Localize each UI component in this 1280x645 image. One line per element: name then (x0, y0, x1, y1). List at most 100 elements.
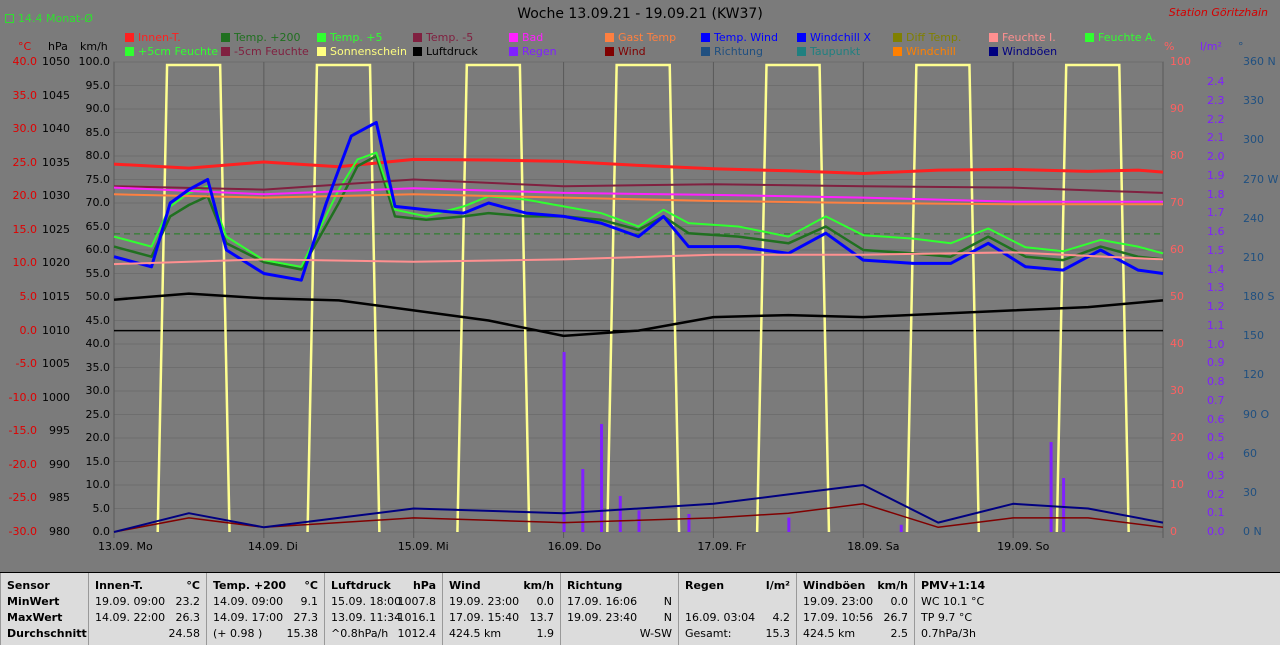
station-name: Station Göritzhain (1168, 6, 1268, 19)
humidity-tick: 40 (1170, 337, 1184, 350)
rain-tick: 0.4 (1207, 450, 1225, 463)
direction-tick: 30 (1243, 485, 1257, 499)
rain-tick: 0.7 (1207, 393, 1225, 407)
stats-header: Innen-T. °C (89, 579, 206, 595)
legend-item: Feuchte A. (1085, 31, 1156, 44)
legend-item: Temp. Wind (701, 31, 778, 44)
stats-header-unit: hPa (412, 579, 436, 592)
month-average-label: 14.4 Monat-Ø (18, 12, 93, 25)
day-label: 18.09. Sa (847, 540, 900, 553)
stats-row: 24.58 (89, 627, 206, 643)
rain-tick: 0.0 (1207, 525, 1225, 538)
rain-tick: 1.8 (1207, 187, 1225, 201)
stats-header-name: Regen (685, 579, 725, 592)
stats-cell-value: N (663, 611, 672, 624)
wind-tick: 0.0 (92, 525, 111, 538)
legend-item: Gast Temp (605, 31, 676, 44)
wind-tick: 35.0 (85, 360, 111, 374)
rain-bar (899, 524, 903, 532)
legend-item: Feuchte I. (989, 31, 1056, 44)
stats-cell-value: 1012.4 (397, 627, 437, 640)
day-label: 14.09. Di (247, 540, 298, 553)
humidity-tick: 60 (1170, 243, 1184, 256)
stats-header-unit: l/m² (765, 579, 790, 592)
stats-cell-value: 1007.8 (397, 595, 437, 608)
stats-cell-label: 19.09. 09:00 (95, 595, 166, 608)
direction-tick: 60 (1243, 446, 1257, 460)
legend-swatch (221, 33, 230, 42)
direction-tick: 360 N (1243, 55, 1276, 68)
wind-tick: 85.0 (85, 125, 111, 139)
rain-bar (1049, 442, 1053, 532)
stats-column: Regen l/m² 16.09. 03:04 4.2 Gesamt: 15.3 (678, 573, 796, 645)
stats-header-name: PMV+1:14 (921, 579, 986, 592)
stats-row: 13.09. 11:34 1016.1 (325, 611, 442, 627)
humidity-tick: 90 (1170, 102, 1184, 115)
stats-cell-label: 424.5 km (803, 627, 856, 640)
stats-row: (+ 0.98 ) 15.38 (207, 627, 324, 643)
stats-cell-value: 13.7 (529, 611, 555, 624)
rain-tick: 2.4 (1207, 75, 1225, 88)
temp-tick: -5.0 (15, 357, 37, 371)
stats-row-label: MinWert (7, 595, 60, 608)
legend-item: Sonnenschein (317, 45, 407, 58)
legend-label: Innen-T. (138, 31, 181, 44)
stats-row: 0.7hPa/3h (915, 627, 1034, 643)
legend-item: Innen-T. (125, 31, 181, 44)
legend-label: Temp. Wind (714, 31, 778, 44)
humidity-tick: 80 (1170, 149, 1184, 162)
legend-swatch (605, 47, 614, 56)
rain-bar (562, 352, 566, 532)
legend-item: Bad (509, 31, 543, 44)
series-line (113, 178, 1164, 194)
stats-cell-label: (+ 0.98 ) (213, 627, 263, 640)
legend-item: +5cm Feuchte (125, 45, 218, 58)
pressure-tick: 1045 (42, 88, 70, 102)
temp-tick: 40.0 (12, 55, 38, 68)
stats-row: 424.5 km 2.5 (797, 627, 914, 643)
stats-cell-value: 9.1 (300, 595, 319, 608)
rain-tick: 2.1 (1207, 131, 1225, 145)
direction-tick: 150 (1243, 329, 1264, 343)
stats-row: 17.09. 16:06 N (561, 595, 678, 611)
stats-row: W-SW (561, 627, 678, 643)
pressure-tick: 985 (49, 491, 70, 505)
rain-tick: 1.4 (1207, 262, 1225, 276)
humidity-tick: 70 (1170, 196, 1184, 209)
legend-swatch (125, 47, 134, 56)
series-line (113, 251, 1164, 266)
pressure-tick: 990 (49, 457, 70, 471)
stats-table: Sensor MinWert MaxWert Durchschnitt Innen-T.… (0, 572, 1280, 645)
stats-cell-label: 14.09. 17:00 (213, 611, 284, 624)
direction-tick: 330 (1243, 94, 1264, 108)
stats-cell-label: 19.09. 23:40 (567, 611, 638, 624)
legend-swatch (125, 33, 134, 42)
temp-tick: -15.0 (8, 424, 37, 438)
wind-tick: 70.0 (85, 196, 111, 209)
stats-row-label: Durchschnitt (7, 627, 87, 640)
temp-tick: -30.0 (8, 525, 37, 538)
temp-tick: 15.0 (12, 222, 38, 236)
stats-cell-value: 15.38 (286, 627, 319, 640)
stats-cell-value: 26.7 (883, 611, 909, 624)
pressure-tick: 1010 (42, 323, 70, 337)
stats-row: MinWert (1, 595, 88, 611)
stats-cell-value: 23.2 (175, 595, 201, 608)
day-label: 16.09. Do (547, 540, 602, 553)
stats-row: Durchschnitt (1, 627, 88, 643)
wind-tick: 15.0 (85, 454, 111, 468)
legend-swatch (701, 47, 710, 56)
stats-header: Wind km/h (443, 579, 560, 595)
series-line (113, 193, 1163, 206)
stats-cell-label: 19.09. 23:00 (803, 595, 874, 608)
weather-chart-plot (113, 61, 1164, 538)
stats-row: TP 9.7 °C (915, 611, 1034, 627)
temp-tick: -10.0 (8, 390, 37, 404)
stats-column: PMV+1:14 WC 10.1 °C TP 9.7 °C 0.7hPa/3h (914, 573, 1034, 645)
rain-bar (637, 510, 641, 532)
rain-tick: 0.6 (1207, 412, 1225, 426)
pressure-tick: 1000 (42, 390, 70, 404)
temp-tick: -20.0 (8, 457, 37, 471)
direction-tick: 90 O (1243, 407, 1270, 421)
legend-item: Richtung (701, 45, 763, 58)
